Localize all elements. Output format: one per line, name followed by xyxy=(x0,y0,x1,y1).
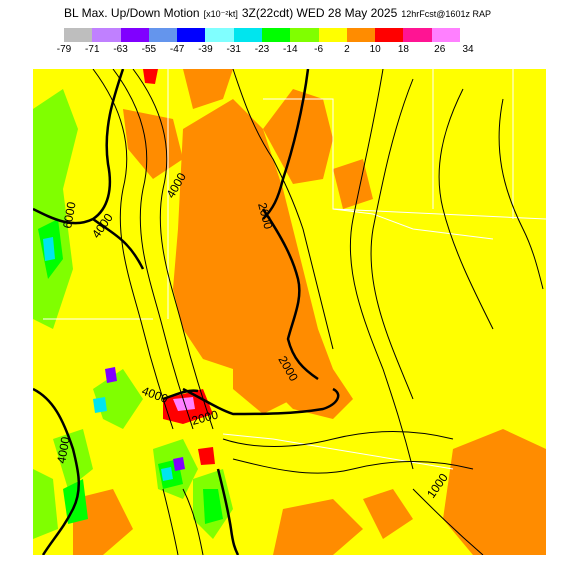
contour-label: 2000 xyxy=(190,407,220,428)
legend-tick-label: -31 xyxy=(226,44,241,55)
contour-label: 2000 xyxy=(255,201,276,231)
contour-label: 4000 xyxy=(140,384,170,406)
title-units: [x10⁻²kt] xyxy=(203,9,238,19)
boundary-lines xyxy=(43,69,546,470)
green-regions xyxy=(33,89,233,539)
map-canvas: 6000 4000 4000 2000 2000 4000 2000 4000 … xyxy=(33,69,546,555)
map-panel: 6000 4000 4000 2000 2000 4000 2000 4000 … xyxy=(33,69,546,555)
legend-swatch xyxy=(148,28,178,42)
legend-swatch xyxy=(318,28,347,42)
legend-tick-label: 34 xyxy=(462,44,474,55)
legend-swatch xyxy=(403,28,432,42)
legend-tick-label: 18 xyxy=(397,44,409,55)
legend-tick-label: 26 xyxy=(434,44,446,55)
map-title: BL Max. Up/Down Motion [x10⁻²kt] 3Z(22cd… xyxy=(64,6,534,24)
legend-swatch xyxy=(120,28,149,42)
legend-tick-label: -47 xyxy=(169,44,185,55)
legend-tick-label: -23 xyxy=(254,44,270,55)
legend-tick-label: -79 xyxy=(56,44,72,55)
legend-swatch xyxy=(92,28,121,42)
legend-swatch xyxy=(375,28,404,42)
legend-tick-label: -39 xyxy=(198,44,213,55)
legend-swatch xyxy=(64,28,93,42)
legend-swatch xyxy=(261,28,291,42)
orange-regions xyxy=(73,69,546,555)
cyan-regions xyxy=(43,237,173,481)
thin-contours xyxy=(92,69,544,555)
purple-regions xyxy=(105,367,185,471)
bold-contours xyxy=(33,69,340,555)
legend-tick-label: 2 xyxy=(344,44,350,55)
contour-label: 6000 xyxy=(60,200,78,229)
legend-tick-label: -6 xyxy=(314,44,324,55)
title-valid-time: 3Z(22cdt) WED 28 May 2025 xyxy=(241,6,398,20)
legend-tick-label: -55 xyxy=(141,44,157,55)
legend-swatch xyxy=(233,28,262,42)
legend-tick-label: -71 xyxy=(85,44,100,55)
legend-tick-label: -14 xyxy=(283,44,298,55)
legend-tick-label: -63 xyxy=(113,44,128,55)
legend-swatch xyxy=(431,28,460,42)
legend-swatch xyxy=(205,28,234,42)
legend-tick-label: 10 xyxy=(369,44,381,55)
legend-swatch xyxy=(177,28,206,42)
color-legend xyxy=(64,28,460,42)
legend-swatch xyxy=(290,28,319,42)
legend-swatch xyxy=(346,28,376,42)
title-forecast: 12hrFcst@1601z RAP xyxy=(401,9,491,19)
contour-label: 4000 xyxy=(89,211,116,241)
legend-labels: -79 -71 -63 -55 -47 -39 -31 -23 -14 -6 2 10 18 26 34 xyxy=(0,44,579,58)
contour-label: 4000 xyxy=(54,435,72,464)
title-field-name: BL Max. Up/Down Motion xyxy=(64,6,200,20)
